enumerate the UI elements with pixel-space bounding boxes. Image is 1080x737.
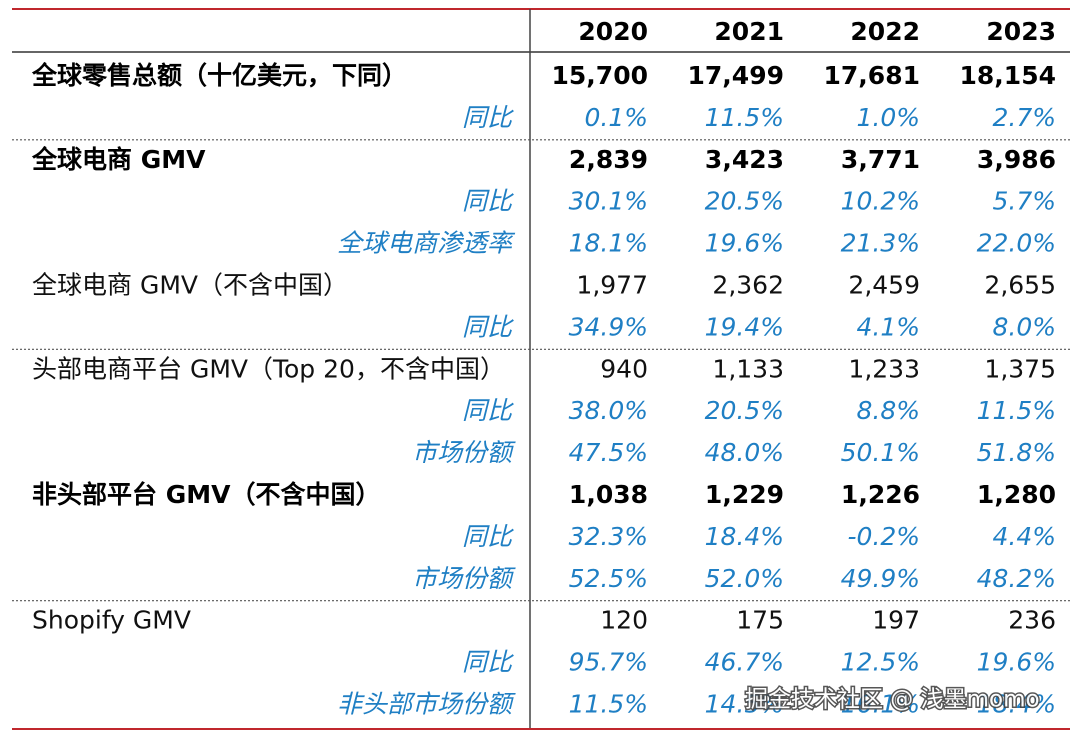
cell-value: 17,681 [824, 61, 920, 90]
cell-value: 11.5% [977, 396, 1056, 425]
cell-value: 2,362 [712, 270, 784, 299]
cell-value: 18,154 [960, 61, 1056, 90]
cell-value: 1,038 [569, 480, 648, 509]
cell-value: 20.5% [705, 187, 784, 216]
cell-value: 22.0% [977, 229, 1056, 258]
cell-value: 940 [600, 354, 648, 383]
row-label: 头部电商平台 GMV（Top 20，不含中国） [32, 354, 505, 383]
cell-value: 34.9% [569, 312, 648, 341]
cell-value: 1,280 [977, 480, 1056, 509]
cell-value: 20.5% [705, 396, 784, 425]
cell-value: 16.1% [841, 689, 920, 718]
cell-value: 18.4% [977, 689, 1056, 718]
cell-value: 21.3% [841, 229, 920, 258]
cell-value: 19.6% [977, 648, 1056, 677]
row-label: 非头部平台 GMV（不含中国） [32, 480, 380, 509]
cell-value: -0.2% [847, 522, 920, 551]
cell-value: 14.5% [705, 689, 784, 718]
cell-value: 47.5% [569, 438, 648, 467]
cell-value: 95.7% [569, 648, 648, 677]
cell-value: 50.1% [841, 438, 920, 467]
cell-value: 197 [872, 606, 920, 635]
row-label: 全球电商 GMV [31, 145, 206, 174]
cell-value: 18.1% [569, 229, 648, 258]
row-label: Shopify GMV [32, 606, 191, 635]
cell-value: 2,839 [569, 145, 648, 174]
cell-value: 11.5% [569, 689, 648, 718]
cell-value: 15,700 [552, 61, 648, 90]
cell-value: 8.8% [856, 396, 920, 425]
cell-value: 2,459 [848, 270, 920, 299]
cell-value: 120 [600, 606, 648, 635]
cell-value: 19.4% [705, 312, 784, 341]
cell-value: 17,499 [688, 61, 784, 90]
cell-value: 2.7% [992, 103, 1056, 132]
cell-value: 2,655 [984, 270, 1056, 299]
cell-value: 30.1% [569, 187, 648, 216]
cell-value: 8.0% [992, 312, 1056, 341]
cell-value: 1,226 [841, 480, 920, 509]
row-label: 非头部市场份额 [337, 689, 516, 718]
cell-value: 1,133 [712, 354, 784, 383]
column-header: 2022 [850, 17, 920, 46]
cell-value: 10.2% [841, 187, 920, 216]
row-label: 市场份额 [412, 564, 516, 593]
cell-value: 18.4% [705, 522, 784, 551]
cell-value: 1,375 [984, 354, 1056, 383]
cell-value: 19.6% [705, 229, 784, 258]
cell-value: 32.3% [569, 522, 648, 551]
row-label: 全球零售总额（十亿美元，下同） [31, 61, 407, 90]
row-label: 市场份额 [412, 438, 516, 467]
cell-value: 175 [736, 606, 784, 635]
cell-value: 38.0% [569, 396, 648, 425]
cell-value: 3,986 [977, 145, 1056, 174]
cell-value: 1,233 [848, 354, 920, 383]
watermark: 掘金技术社区 @ 浅墨momo [745, 687, 1040, 713]
cell-value: 46.7% [705, 648, 784, 677]
cell-value: 5.7% [992, 187, 1056, 216]
cell-value: 3,423 [705, 145, 784, 174]
cell-value: 236 [1008, 606, 1056, 635]
row-label: 同比 [462, 522, 514, 551]
row-label: 同比 [462, 103, 514, 132]
row-label: 全球电商渗透率 [337, 229, 516, 258]
cell-value: 3,771 [841, 145, 920, 174]
column-header: 2023 [986, 17, 1056, 46]
cell-value: 1,229 [705, 480, 784, 509]
cell-value: 48.2% [977, 564, 1056, 593]
column-header: 2021 [714, 17, 784, 46]
row-label: 全球电商 GMV（不含中国） [32, 270, 348, 299]
row-label: 同比 [462, 648, 514, 677]
cell-value: 12.5% [841, 648, 920, 677]
cell-value: 49.9% [841, 564, 920, 593]
cell-value: 0.1% [584, 103, 648, 132]
cell-value: 11.5% [705, 103, 784, 132]
cell-value: 1,977 [576, 270, 648, 299]
cell-value: 1.0% [856, 103, 920, 132]
cell-value: 4.4% [992, 522, 1056, 551]
cell-value: 52.5% [569, 564, 648, 593]
cell-value: 48.0% [705, 438, 784, 467]
cell-value: 52.0% [705, 564, 784, 593]
column-header: 2020 [578, 17, 648, 46]
row-label: 同比 [462, 187, 514, 216]
row-label: 同比 [462, 312, 514, 341]
cell-value: 51.8% [977, 438, 1056, 467]
row-label: 同比 [462, 396, 514, 425]
cell-value: 4.1% [856, 312, 920, 341]
